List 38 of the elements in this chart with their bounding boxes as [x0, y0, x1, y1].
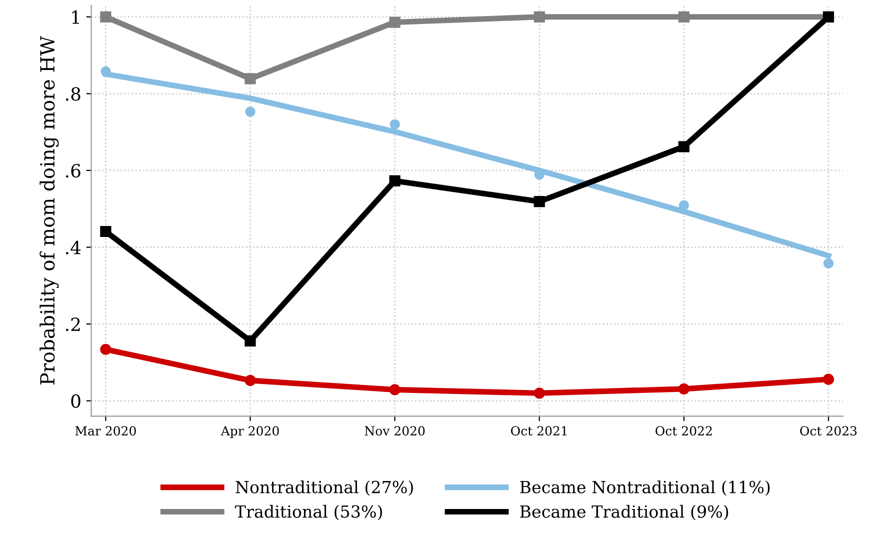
point — [534, 388, 545, 399]
legend-label: Became Traditional (9%) — [520, 504, 728, 520]
y-tick-label: 0 — [71, 394, 80, 408]
point — [100, 11, 112, 22]
point — [244, 335, 256, 346]
point — [100, 226, 112, 238]
point — [245, 106, 256, 117]
point — [244, 73, 256, 84]
point — [678, 200, 690, 210]
point — [390, 119, 400, 130]
x-tick-label: Oct 2022 — [656, 426, 712, 436]
x-tick-label: Apr 2020 — [220, 426, 279, 438]
point — [389, 16, 400, 28]
x-tick-label: Nov 2020 — [364, 426, 425, 436]
point — [389, 384, 400, 396]
point — [534, 11, 545, 22]
legend-label: Became Nontraditional (11%) — [520, 480, 770, 496]
point — [678, 141, 690, 152]
y-tick-label: .6 — [66, 164, 80, 178]
point — [534, 196, 545, 208]
y-tick-label: 1 — [72, 10, 79, 24]
point — [389, 175, 400, 186]
y-axis-title: Probability of mom doing more HW — [40, 36, 59, 385]
point — [678, 11, 690, 22]
x-tick-label: Oct 2021 — [511, 426, 567, 436]
point — [823, 258, 834, 268]
legend-label: Traditional (53%) — [235, 504, 382, 520]
point — [244, 374, 256, 386]
x-tick-label: Oct 2023 — [800, 426, 857, 436]
point — [100, 66, 111, 76]
x-tick-label: Mar 2020 — [75, 426, 136, 436]
legend-label: Nontraditional (27%) — [236, 480, 413, 496]
point — [678, 383, 690, 394]
y-tick-label: .2 — [66, 317, 80, 332]
point — [100, 344, 112, 355]
point — [822, 374, 834, 385]
y-tick-label: .8 — [66, 87, 80, 101]
y-tick-label: .4 — [66, 240, 81, 254]
